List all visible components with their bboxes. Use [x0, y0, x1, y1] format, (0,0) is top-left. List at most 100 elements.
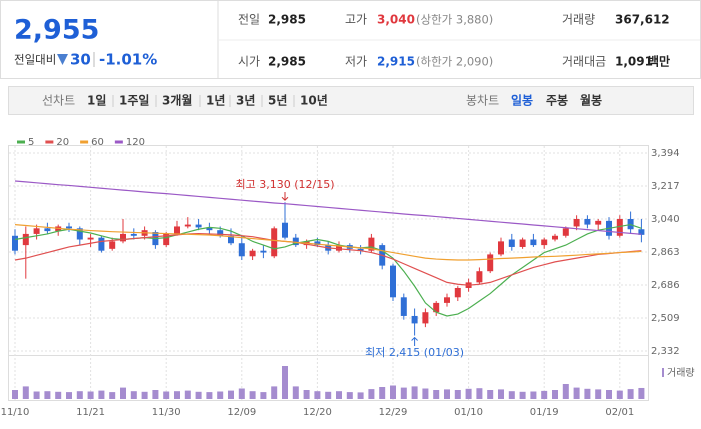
volume-bar	[508, 391, 515, 399]
stat-note: (하한가 2,090)	[416, 55, 493, 69]
period-button[interactable]: 1주일	[119, 94, 149, 108]
volume-bar	[130, 391, 137, 399]
x-tick-label: 11/30	[152, 407, 181, 418]
volume-bar	[530, 391, 537, 399]
candle-body	[336, 245, 342, 251]
x-tick-label: 12/20	[303, 407, 332, 418]
candle-body	[87, 237, 94, 240]
candle-body	[552, 235, 558, 240]
candle-body	[368, 237, 375, 251]
volume-bar	[379, 387, 386, 399]
candle-body	[454, 287, 461, 298]
ma-line	[14, 232, 642, 286]
candle-body	[33, 228, 40, 234]
candle-body	[422, 312, 429, 324]
stat-value: 367,612	[615, 13, 670, 27]
y-tick-label: 3,040	[651, 214, 680, 225]
volume-bar	[33, 391, 40, 399]
stat-value: 2,985	[268, 55, 306, 69]
volume-bar	[141, 391, 148, 399]
volume-bar	[184, 390, 191, 399]
volume-bar	[573, 387, 580, 399]
candle-body	[508, 239, 515, 247]
volume-bar	[552, 390, 558, 399]
volume-bar	[400, 387, 407, 399]
annotation-arrow	[281, 192, 289, 201]
x-tick-label: 11/10	[1, 407, 30, 418]
candle-body	[163, 233, 170, 246]
volume-bar	[98, 390, 105, 399]
stat-label: 시가	[238, 55, 260, 69]
volume-bar	[325, 391, 332, 399]
period-button[interactable]: 1년	[206, 94, 225, 108]
ma-line	[14, 223, 642, 317]
candle-body	[616, 219, 623, 236]
candle-body	[314, 241, 321, 246]
candle-body	[357, 248, 364, 251]
volume-bar	[314, 391, 321, 399]
volume-bar	[22, 386, 29, 399]
candle-body	[238, 243, 245, 257]
candle-body	[519, 239, 526, 247]
candle-body	[390, 265, 396, 298]
stat-value: 2,915	[377, 55, 415, 69]
volume-bar	[55, 391, 62, 399]
x-tick-label: 11/21	[76, 407, 105, 418]
period-button[interactable]: 10년	[300, 94, 328, 108]
volume-frame	[8, 355, 649, 401]
candle-body	[76, 228, 83, 240]
period-button[interactable]: 1일	[87, 94, 106, 108]
volume-bar	[238, 388, 245, 399]
volume-bar	[217, 391, 224, 399]
candle-body	[433, 302, 440, 313]
candle-body	[584, 219, 591, 225]
candle-body	[22, 233, 29, 246]
period-button[interactable]: 3개월	[162, 93, 192, 108]
x-tick-label: 12/29	[379, 407, 408, 418]
volume-bar	[271, 386, 278, 399]
stat-unit: 백만	[648, 54, 670, 69]
down-arrow	[57, 54, 68, 65]
volume-bar	[616, 390, 623, 399]
low-annotation: 최저 2,415 (01/03)	[365, 346, 464, 359]
volume-bar	[476, 388, 483, 399]
volume-bar	[454, 390, 461, 399]
y-tick-label: 3,217	[651, 181, 680, 192]
candle-body	[260, 250, 267, 253]
y-tick-label: 2,509	[651, 313, 680, 324]
volume-bar	[444, 389, 450, 399]
candle-body	[573, 219, 580, 227]
y-tick-label: 2,332	[651, 346, 680, 357]
candle-body	[530, 239, 537, 246]
volume-bar	[228, 390, 234, 399]
candle-body	[487, 254, 494, 272]
candle-body	[595, 220, 602, 225]
volume-bar	[120, 387, 126, 399]
change: 30	[70, 51, 91, 69]
candle-body	[249, 250, 256, 257]
volume-bar	[12, 390, 18, 399]
toolbar	[8, 86, 694, 115]
volume-bar	[595, 389, 602, 399]
change-pct: -1.01%	[99, 51, 157, 69]
volume-bar	[541, 390, 548, 399]
stat-label: 저가	[345, 55, 367, 69]
stat-value: 3,040	[377, 13, 415, 27]
y-tick-label: 3,394	[651, 148, 680, 159]
x-tick-label: 12/09	[227, 407, 256, 418]
candle-body	[562, 228, 569, 236]
period-button[interactable]: 3년	[236, 94, 255, 108]
legend-label: 60	[91, 137, 104, 148]
candle-period[interactable]: 월봉	[580, 93, 602, 108]
candle-body	[206, 227, 213, 231]
candle-period[interactable]: 주봉	[546, 94, 568, 108]
period-button[interactable]: 5년	[268, 94, 287, 108]
candle-body	[400, 297, 407, 316]
volume-bar	[465, 388, 472, 399]
volume-bar	[498, 389, 504, 399]
candle-body	[184, 224, 191, 227]
candle-period[interactable]: 일봉	[511, 94, 533, 108]
y-tick-label: 2,863	[651, 247, 680, 258]
volume-bar	[606, 390, 612, 399]
